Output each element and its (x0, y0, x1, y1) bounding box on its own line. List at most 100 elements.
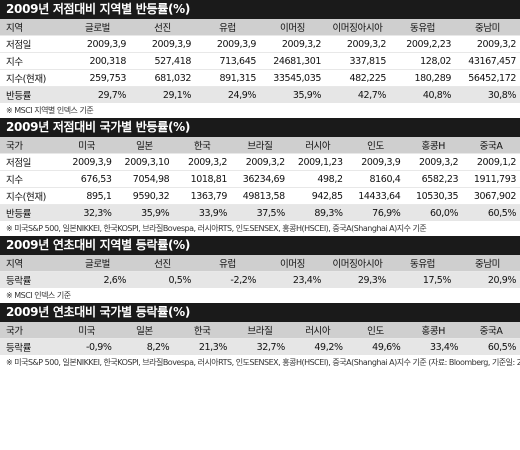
table-row: 지수 200,318 527,418 713,645 24681,301 337,815 1… (0, 52, 520, 70)
value-cell: 33,4% (404, 338, 463, 355)
value-cell: 128,02 (390, 52, 455, 70)
value-cell: 2009,3,9 (195, 35, 260, 53)
section-3: 2009년 연초대비 국가별 등락률(%) 국가 미국 일본 한국 브라질 러시아 인도 홍콩H… (0, 303, 520, 370)
value-cell: 676,53 (57, 170, 116, 188)
value-cell: 20,9% (455, 271, 520, 288)
value-cell: 1911,793 (462, 170, 520, 188)
table-row: 저점일 2009,3,9 2009,3,9 2009,3,9 2009,3,2 2009,… (0, 35, 520, 53)
table-body: 저점일 2009,3,9 2009,3,9 2009,3,9 2009,3,2 2009,… (0, 35, 520, 103)
value-cell: 2009,3,9 (57, 153, 116, 171)
value-cell: 1363,79 (173, 187, 232, 205)
table-row: 지수(현재) 259,753 681,032 891,315 33545,035 482,… (0, 69, 520, 87)
value-cell: 29,7% (65, 86, 130, 103)
data-table: 지역 글로벌 선진 유럽 이머징 이머징아시아 동유럽 중남미 저점일 2009,3,9 2009,… (0, 19, 520, 103)
value-cell: 2009,3,2 (404, 153, 463, 171)
column-header: 홍콩H (404, 137, 463, 154)
value-cell: 9590,32 (115, 187, 174, 205)
value-cell: 8,2% (115, 338, 174, 355)
value-cell: 2009,2,23 (390, 35, 455, 53)
column-header: 선진 (130, 19, 195, 36)
value-cell: 2009,3,9 (65, 35, 130, 53)
header-label-cell: 지역 (0, 255, 65, 272)
column-header: 이머징 (260, 19, 325, 36)
value-cell: 23,4% (260, 271, 325, 288)
value-cell: 2009,3,2 (231, 153, 289, 171)
value-cell: 0,5% (130, 271, 195, 288)
value-cell: 33545,035 (260, 69, 325, 87)
value-cell: 2009,3,2 (455, 35, 520, 53)
value-cell: 942,85 (288, 187, 347, 205)
value-cell: 14433,64 (346, 187, 405, 205)
value-cell: 29,1% (130, 86, 195, 103)
table-header: 국가 미국 일본 한국 브라질 러시아 인도 홍콩H 중국A (0, 137, 520, 154)
header-row: 지역 글로벌 선진 유럽 이머징 이머징아시아 동유럽 중남미 (0, 255, 520, 272)
header-label-cell: 지역 (0, 19, 65, 36)
column-header: 미국 (57, 137, 116, 154)
value-cell: 7054,98 (115, 170, 174, 188)
footnote: ※ MSCI 지역별 인덱스 기준 (6, 106, 94, 115)
value-cell: 2009,3,2 (325, 35, 390, 53)
value-cell: 60,5% (462, 338, 520, 355)
footnote: ※ MSCI 인덱스 기준 (6, 291, 71, 300)
value-cell: -0,9% (57, 338, 116, 355)
table-row: 등락률 -0,9% 8,2% 21,3% 32,7% 49,2% 49,6% 33,4% 60,… (0, 338, 520, 355)
value-cell: 527,418 (130, 52, 195, 70)
header-label-cell: 국가 (0, 322, 58, 339)
column-header: 유럽 (195, 255, 260, 272)
value-cell: 6582,23 (404, 170, 463, 188)
row-label: 등락률 (0, 338, 58, 355)
value-cell: 60,0% (404, 204, 463, 221)
footnote: ※ 미국S&P 500, 일본NIKKEI, 한국KOSPI, 브라질Boves… (6, 358, 520, 367)
value-cell: 29,3% (325, 271, 390, 288)
value-cell: 2,6% (65, 271, 130, 288)
section-0: 2009년 저점대비 지역별 반등률(%) 지역 글로벌 선진 유럽 이머징 이머징아시아 동… (0, 0, 520, 118)
value-cell: 2009,1,23 (288, 153, 347, 171)
data-table: 지역 글로벌 선진 유럽 이머징 이머징아시아 동유럽 중남미 등락률 2,6% 0,5% -2,2%… (0, 255, 520, 288)
value-cell: 24,9% (195, 86, 260, 103)
column-header: 유럽 (195, 19, 260, 36)
table-row: 지수(현재) 895,1 9590,32 1363,79 49813,58 942,85 1… (0, 187, 520, 205)
section-2: 2009년 연초대비 지역별 등락률(%) 지역 글로벌 선진 유럽 이머징 이머징아시아 동… (0, 236, 520, 303)
value-cell: -2,2% (195, 271, 260, 288)
column-header: 인도 (346, 137, 405, 154)
value-cell: 76,9% (346, 204, 405, 221)
table-header: 지역 글로벌 선진 유럽 이머징 이머징아시아 동유럽 중남미 (0, 255, 520, 272)
value-cell: 891,315 (195, 69, 260, 87)
column-header: 이머징아시아 (325, 255, 390, 272)
row-label: 지수 (0, 52, 65, 70)
row-label: 저점일 (0, 35, 65, 53)
column-header: 한국 (173, 137, 232, 154)
value-cell: 24681,301 (260, 52, 325, 70)
column-header: 홍콩H (404, 322, 463, 339)
table-body: 등락률 2,6% 0,5% -2,2% 23,4% 29,3% 17,5% 20,9% (0, 271, 520, 288)
value-cell: 10530,35 (404, 187, 463, 205)
column-header: 미국 (57, 322, 116, 339)
value-cell: 49,2% (288, 338, 347, 355)
column-header: 한국 (173, 322, 232, 339)
column-header: 중남미 (455, 255, 520, 272)
header-row: 국가 미국 일본 한국 브라질 러시아 인도 홍콩H 중국A (0, 137, 520, 154)
value-cell: 56452,172 (455, 69, 520, 87)
header-label-cell: 국가 (0, 137, 58, 154)
row-label: 반등률 (0, 204, 58, 221)
value-cell: 3067,902 (462, 187, 520, 205)
value-cell: 35,9% (260, 86, 325, 103)
column-header: 러시아 (288, 137, 347, 154)
value-cell: 337,815 (325, 52, 390, 70)
column-header: 동유럽 (390, 19, 455, 36)
column-header: 러시아 (288, 322, 347, 339)
column-header: 인도 (346, 322, 405, 339)
column-header: 일본 (115, 322, 174, 339)
value-cell: 40,8% (390, 86, 455, 103)
table-header: 국가 미국 일본 한국 브라질 러시아 인도 홍콩H 중국A (0, 322, 520, 339)
value-cell: 49813,58 (231, 187, 289, 205)
section-title: 2009년 연초대비 국가별 등락률(%) (0, 303, 520, 322)
row-label: 지수 (0, 170, 58, 188)
value-cell: 2009,3,2 (173, 153, 232, 171)
value-cell: 33,9% (173, 204, 232, 221)
value-cell: 259,753 (65, 69, 130, 87)
data-table: 국가 미국 일본 한국 브라질 러시아 인도 홍콩H 중국A 등락률 -0,9% 8,2% 21,3% 3… (0, 322, 520, 355)
table-row: 등락률 2,6% 0,5% -2,2% 23,4% 29,3% 17,5% 20,9% (0, 271, 520, 288)
column-header: 브라질 (231, 322, 289, 339)
table-body: 저점일 2009,3,9 2009,3,10 2009,3,2 2009,3,2 2009… (0, 153, 520, 221)
